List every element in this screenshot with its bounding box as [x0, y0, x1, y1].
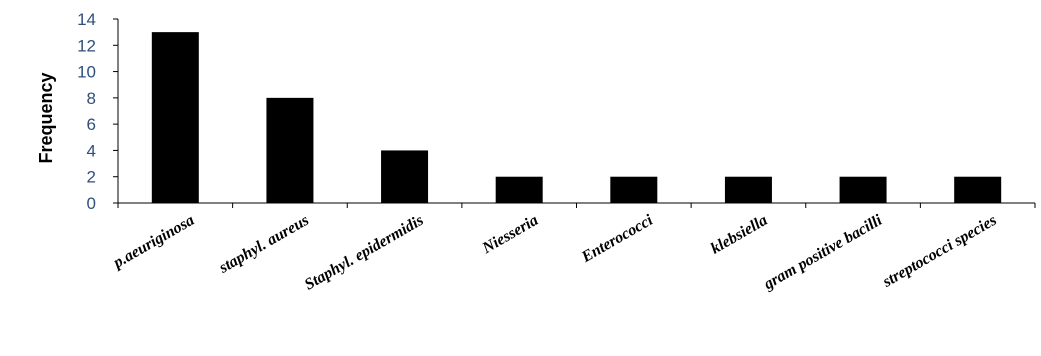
- x-axis-ticks: [117, 203, 1036, 208]
- y-tick-label: 0: [87, 194, 96, 213]
- x-tick-label: p.aeuriginosa: [109, 212, 197, 273]
- y-tick-label: 12: [77, 36, 96, 55]
- bar-niesseria: [495, 176, 543, 203]
- bar-staphyl-epidermidis: [381, 150, 429, 203]
- bar-staphyl-aureus: [266, 97, 314, 203]
- x-tick-label: Niesseria: [479, 212, 541, 258]
- x-tick-label: Staphyl. epidermidis: [302, 212, 427, 294]
- bar-klebsiella: [724, 176, 772, 203]
- y-axis-ticks: 0 2 4 6 8 10 12 14: [77, 10, 118, 213]
- y-tick-label: 2: [87, 168, 96, 187]
- bar-p-aeuriginosa: [151, 32, 199, 204]
- bars: [151, 32, 1002, 204]
- x-tick-label: staphyl. aureus: [216, 212, 312, 277]
- y-axis-title: Frequency: [36, 72, 56, 163]
- bar-streptococci-species: [954, 176, 1002, 203]
- x-tick-label: klebsiella: [708, 212, 770, 258]
- y-tick-label: 6: [87, 115, 96, 134]
- y-tick-label: 14: [77, 10, 96, 29]
- x-tick-label: streptococci species: [879, 212, 1000, 291]
- bar-gram-positive-bacilli: [839, 176, 887, 203]
- bar-enterococci: [610, 176, 658, 203]
- y-tick-label: 8: [87, 89, 96, 108]
- x-tick-label: Enterococci: [578, 211, 656, 266]
- y-tick-label: 4: [87, 141, 96, 160]
- y-tick-label: 10: [77, 63, 96, 82]
- x-tick-label: gram positive bacilli: [760, 211, 885, 293]
